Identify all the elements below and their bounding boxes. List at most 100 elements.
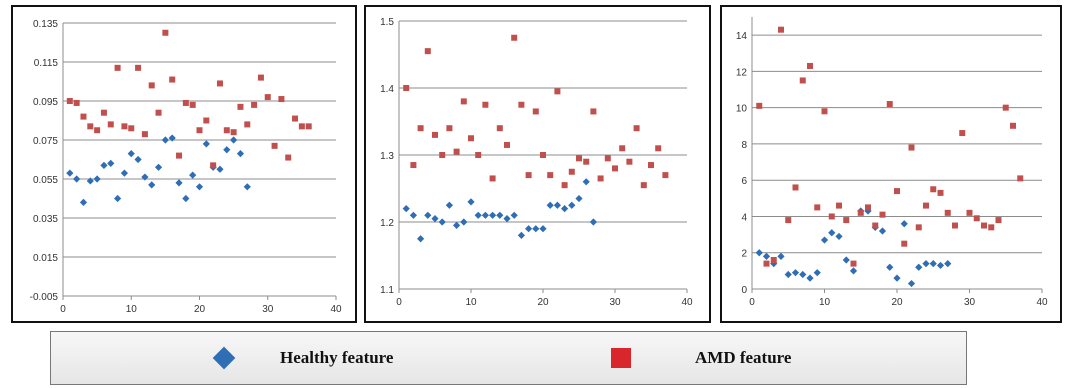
healthy-point: [589, 218, 597, 226]
healthy-point: [216, 165, 224, 173]
healthy-point: [168, 134, 176, 142]
amd-point: [626, 158, 633, 165]
y-tick-label: 0.135: [33, 19, 58, 30]
y-tick-label: 10: [736, 104, 748, 115]
healthy-point: [175, 179, 183, 187]
amd-point: [655, 145, 662, 152]
amd-point: [482, 101, 489, 108]
healthy-point: [236, 150, 245, 158]
amd-point: [886, 101, 893, 108]
amd-point: [230, 129, 237, 136]
healthy-point: [575, 194, 583, 203]
amd-point: [87, 123, 94, 130]
healthy-point: [842, 256, 850, 264]
amd-point: [973, 215, 980, 222]
amd-point: [424, 48, 431, 55]
amd-point: [94, 127, 101, 134]
amd-point: [597, 175, 604, 182]
x-tick-label: 40: [1036, 297, 1048, 308]
scatter-plot-3: 0 2 4 6 8 10 12 14 0 10 20 30 40: [736, 17, 1048, 308]
y-tick-label: 8: [741, 140, 747, 151]
amd-point: [518, 101, 525, 108]
healthy-point: [510, 211, 518, 219]
y-tick-label: 0.015: [33, 253, 58, 264]
amd-point: [554, 88, 561, 95]
amd-point: [662, 172, 669, 179]
healthy-point: [915, 263, 923, 271]
amd-point: [995, 217, 1002, 224]
x-tick-label: 40: [681, 297, 693, 308]
amd-point: [981, 222, 987, 229]
amd-point: [857, 209, 864, 216]
healthy-point: [762, 252, 771, 260]
amd-point: [756, 102, 763, 109]
x-tick-label: 0: [749, 297, 755, 308]
amd-point: [640, 182, 647, 189]
x-tick-label: 10: [126, 304, 138, 315]
amd-point: [799, 77, 806, 84]
healthy-point: [777, 252, 785, 260]
x-tick-label: 0: [396, 297, 402, 308]
healthy-point: [86, 177, 94, 185]
amd-point: [612, 165, 618, 172]
amd-point: [189, 101, 196, 108]
healthy-point: [582, 178, 590, 186]
healthy-point: [784, 270, 792, 279]
amd-point: [865, 204, 871, 211]
y-tick-label: 0: [741, 285, 747, 296]
amd-point: [923, 202, 929, 209]
amd-point: [257, 74, 264, 81]
chart-panel-1: -0.005 0.015 0.035 0.055 0.075 0.095 0.115 0.13…: [11, 5, 357, 323]
healthy-point: [409, 211, 417, 219]
amd-point: [432, 131, 438, 138]
amd-point: [278, 96, 285, 103]
y-tick-label: 12: [736, 67, 748, 78]
y-tick-label: -0.005: [30, 292, 59, 303]
healthy-point: [561, 205, 569, 213]
amd-point: [468, 135, 474, 142]
healthy-point: [141, 173, 149, 181]
x-tick-label: 40: [330, 304, 342, 315]
amd-point: [66, 98, 73, 104]
amd-point: [203, 117, 210, 124]
amd-point: [155, 109, 162, 116]
amd-point: [121, 123, 128, 130]
amd-point: [952, 222, 958, 229]
amd-point: [73, 99, 80, 106]
amd-point: [196, 127, 203, 134]
amd-point: [176, 152, 183, 159]
healthy-point: [189, 171, 197, 179]
healthy-point: [820, 236, 829, 244]
amd-point: [770, 256, 777, 263]
healthy-point: [195, 183, 204, 191]
x-tick-label: 0: [60, 304, 66, 315]
amd-point: [114, 64, 121, 71]
x-tick-label: 10: [819, 297, 831, 308]
amd-point: [453, 148, 460, 155]
amd-point: [872, 222, 879, 229]
amd-point: [403, 85, 410, 91]
healthy-point: [936, 261, 945, 270]
x-tick-label: 30: [609, 297, 621, 308]
amd-point: [216, 80, 223, 87]
healthy-point: [182, 194, 190, 203]
healthy-point: [424, 211, 432, 219]
red-square-marker-icon: [611, 348, 631, 368]
x-tick-label: 30: [262, 304, 274, 315]
amd-point: [251, 101, 258, 108]
amd-point: [128, 125, 135, 132]
healthy-point: [532, 225, 540, 233]
legend-label-healthy: Healthy feature: [280, 348, 394, 367]
healthy-point: [134, 155, 142, 164]
amd-point: [590, 108, 597, 115]
legend-label-amd: AMD feature: [695, 348, 792, 367]
healthy-point: [944, 260, 952, 268]
healthy-point: [886, 263, 894, 271]
amd-point: [540, 152, 546, 158]
amd-point: [107, 121, 114, 128]
amd-point: [959, 130, 966, 137]
amd-point: [417, 125, 424, 132]
scatter-plot-2: 1.1 1.2 1.3 1.4 1.5 0 10 20 30 40: [380, 17, 693, 308]
amd-point: [169, 76, 176, 83]
amd-point: [619, 145, 626, 152]
